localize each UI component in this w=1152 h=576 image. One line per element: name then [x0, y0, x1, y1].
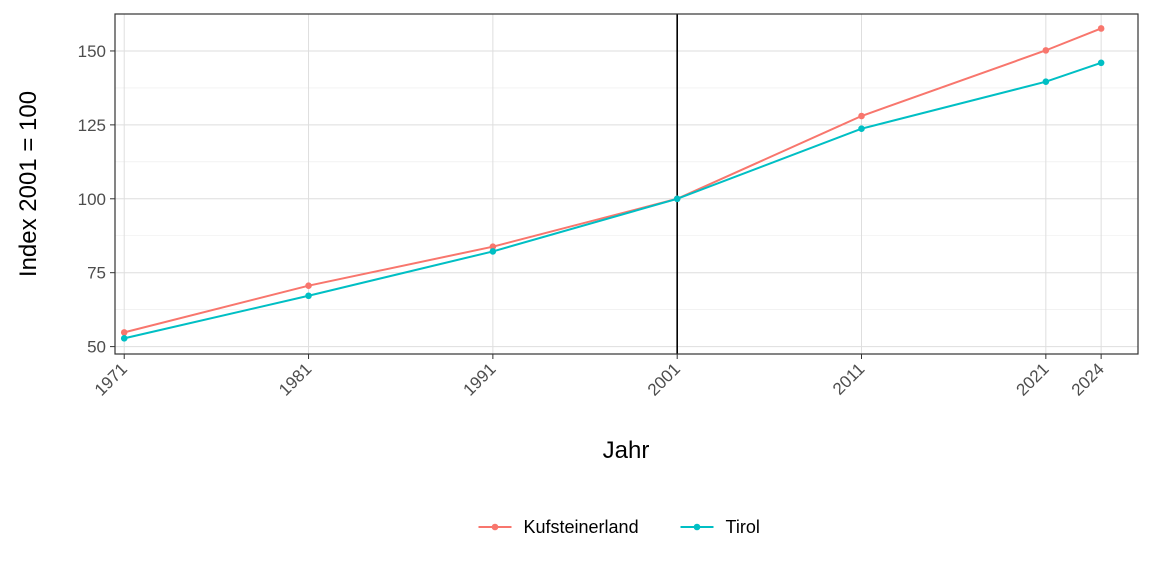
data-point-tirol — [305, 292, 312, 300]
data-point-tirol — [673, 195, 681, 203]
y-axis-title: Index 2001 = 100 — [15, 91, 42, 277]
data-point-tirol — [1042, 78, 1050, 86]
data-point-tirol — [120, 335, 128, 342]
legend-key-point — [693, 523, 701, 531]
y-tick-label: 125 — [78, 116, 106, 135]
data-point-kufsteinerland — [858, 112, 865, 120]
data-point-kufsteinerland — [489, 243, 497, 250]
data-point-kufsteinerland — [305, 282, 312, 290]
y-tick-label: 100 — [78, 190, 106, 209]
data-point-kufsteinerland — [120, 329, 128, 336]
plot-panel-border — [114, 13, 1139, 355]
data-point-kufsteinerland — [1097, 25, 1105, 32]
y-tick-label: 50 — [87, 338, 106, 357]
data-point-tirol — [1097, 59, 1105, 67]
data-point-tirol — [489, 248, 497, 255]
legend-key-point — [491, 523, 499, 531]
x-axis-title: Jahr — [603, 437, 650, 464]
legend-label-kufsteinerland: Kufsteinerland — [524, 517, 639, 537]
legend-label-tirol: Tirol — [726, 517, 760, 537]
legend: Kufsteinerland Tirol — [478, 517, 760, 537]
y-tick-label: 75 — [87, 264, 106, 283]
series-lines — [120, 25, 1105, 342]
data-point-kufsteinerland — [1042, 47, 1050, 54]
y-tick-label: 150 — [78, 42, 106, 61]
data-point-tirol — [858, 125, 865, 133]
